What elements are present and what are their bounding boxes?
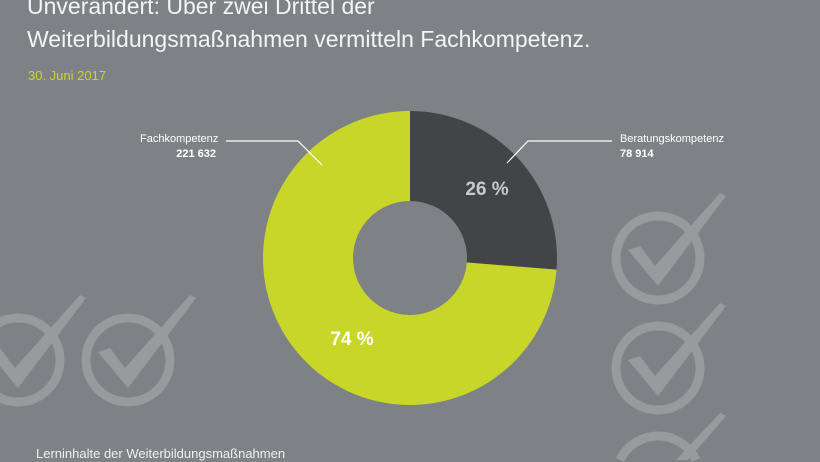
label-value: 78 914 — [620, 148, 654, 160]
leader-line-beratungskompetenz — [506, 140, 612, 164]
label-value: 221 632 — [176, 148, 216, 160]
date: 30. Juni 2017 — [28, 68, 107, 83]
title-line-1: Unverändert: Über zwei Drittel der — [27, 0, 375, 19]
checkmark-circle-icon — [611, 193, 726, 305]
checkmark-circle-icon — [615, 413, 726, 462]
checkmark-circle-icon — [81, 295, 196, 407]
checkmark-circle-icon — [611, 303, 726, 415]
checkmark-circle-icon — [0, 295, 86, 407]
label-name: Fachkompetenz — [140, 133, 219, 145]
leader-line-fachkompetenz — [226, 140, 323, 166]
label-beratungskompetenz: Beratungskompetenz 78 914 — [620, 132, 724, 162]
slice-fachkompetenz — [263, 111, 557, 405]
label-fachkompetenz: Fachkompetenz 221 632 — [140, 132, 219, 162]
title-line-2: Weiterbildungsmaßnahmen vermitteln Fachk… — [27, 26, 591, 52]
percent-label-fachkompetenz: 74 % — [330, 329, 373, 350]
label-name: Beratungskompetenz — [620, 133, 724, 145]
slice-beratungskompetenz — [410, 111, 558, 270]
percent-label-beratungskompetenz: 26 % — [465, 179, 508, 200]
footer-note: Lerninhalte der Weiterbildungsmaßnahmen — [36, 446, 286, 461]
